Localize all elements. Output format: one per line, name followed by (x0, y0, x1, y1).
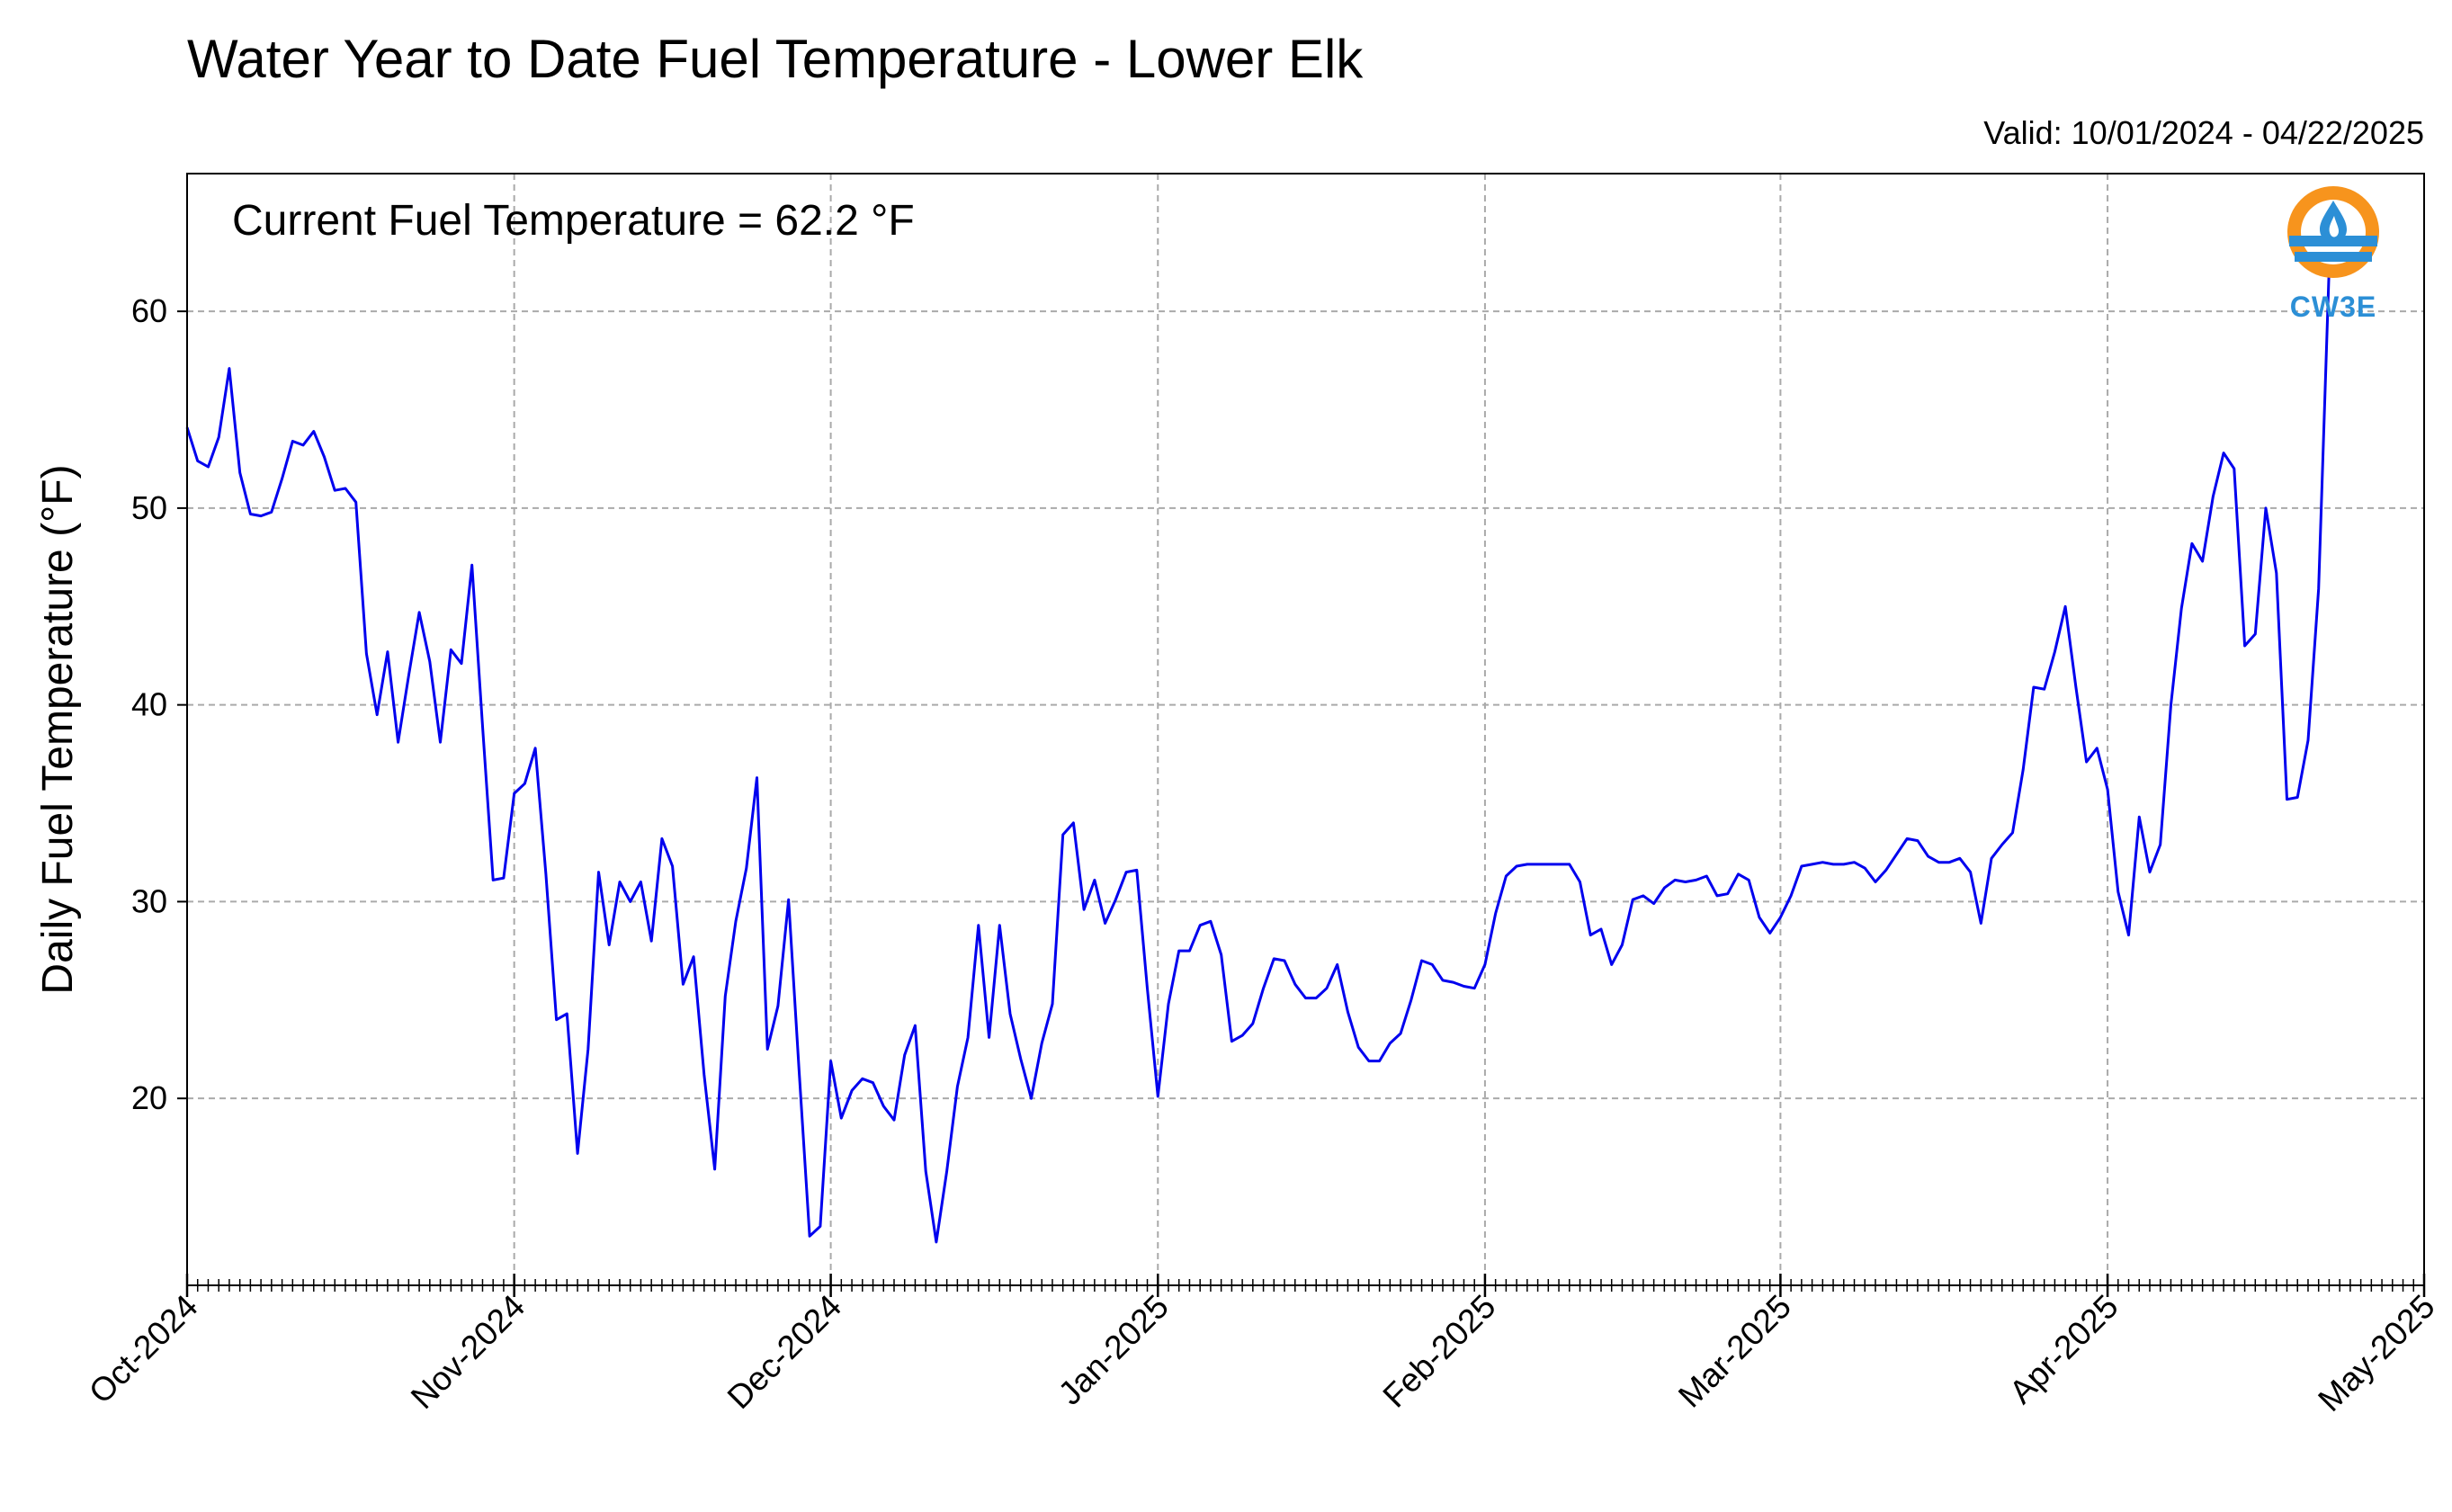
cw3e-logo: CW3E (2287, 186, 2379, 323)
plot-area (187, 174, 2424, 1285)
x-tick-label: Oct-2024 (82, 1288, 205, 1411)
x-tick-label: May-2025 (2311, 1288, 2441, 1418)
x-tick-label: Apr-2025 (2002, 1288, 2125, 1411)
x-tick-labels: Oct-2024 Nov-2024 Dec-2024 Jan-2025 Feb-2025… (82, 1288, 2442, 1418)
y-tick-label: 50 (131, 489, 167, 526)
logo-text: CW3E (2290, 291, 2376, 323)
y-tick-label: 30 (131, 882, 167, 919)
x-tick-label: Feb-2025 (1376, 1288, 1503, 1415)
y-ticks (177, 310, 187, 1100)
x-gridlines (513, 174, 2109, 1285)
chart-title: Water Year to Date Fuel Temperature - Lo… (187, 29, 1364, 89)
y-axis-label: Daily Fuel Temperature (°F) (34, 464, 82, 994)
flame-icon (2329, 216, 2339, 237)
y-tick-labels: 20 30 40 50 60 (131, 292, 167, 1116)
x-tick-label: Jan-2025 (1051, 1288, 1176, 1412)
valid-range: Valid: 10/01/2024 - 04/22/2025 (1983, 114, 2424, 151)
x-tick-label: Nov-2024 (404, 1288, 532, 1416)
y-tick-label: 40 (131, 686, 167, 723)
x-tick-label: Dec-2024 (720, 1288, 848, 1416)
logo-wave-band-2 (2295, 252, 2372, 262)
y-tick-label: 20 (131, 1079, 167, 1116)
current-temperature-annotation: Current Fuel Temperature = 62.2 °F (232, 197, 915, 245)
x-tick-label: Mar-2025 (1671, 1288, 1798, 1415)
y-gridlines (187, 310, 2424, 1100)
x-major-ticks (185, 1274, 2426, 1297)
y-tick-label: 60 (131, 292, 167, 329)
fuel-temperature-line (185, 267, 2331, 1244)
